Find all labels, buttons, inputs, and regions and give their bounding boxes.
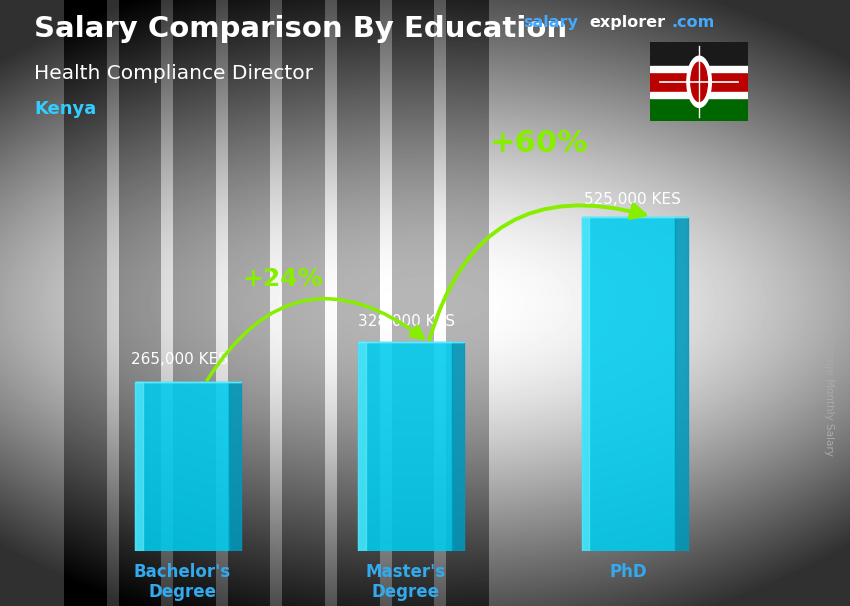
Ellipse shape: [691, 62, 707, 101]
Polygon shape: [359, 342, 366, 551]
Polygon shape: [135, 382, 143, 551]
Text: Average Monthly Salary: Average Monthly Salary: [824, 332, 834, 456]
FancyArrowPatch shape: [207, 299, 423, 380]
Text: +24%: +24%: [242, 267, 323, 291]
Text: 265,000 KES: 265,000 KES: [131, 353, 228, 367]
Polygon shape: [359, 342, 452, 551]
Bar: [650, 92, 748, 98]
Text: Salary Comparison By Education: Salary Comparison By Education: [34, 15, 567, 43]
Bar: [650, 95, 748, 121]
Text: .com: .com: [672, 15, 715, 30]
Polygon shape: [581, 217, 589, 551]
Polygon shape: [135, 382, 229, 551]
Bar: [650, 65, 748, 72]
Polygon shape: [452, 342, 464, 551]
Polygon shape: [675, 217, 688, 551]
Text: 525,000 KES: 525,000 KES: [584, 191, 681, 207]
Polygon shape: [229, 382, 241, 551]
Text: 328,000 KES: 328,000 KES: [359, 314, 456, 329]
FancyArrowPatch shape: [429, 204, 645, 339]
Text: +60%: +60%: [490, 128, 588, 158]
Polygon shape: [581, 217, 675, 551]
Text: Health Compliance Director: Health Compliance Director: [34, 64, 313, 82]
Text: explorer: explorer: [589, 15, 666, 30]
Ellipse shape: [687, 56, 711, 107]
Text: Kenya: Kenya: [34, 100, 96, 118]
Bar: [650, 68, 748, 95]
Text: salary: salary: [523, 15, 578, 30]
Bar: [650, 42, 748, 68]
